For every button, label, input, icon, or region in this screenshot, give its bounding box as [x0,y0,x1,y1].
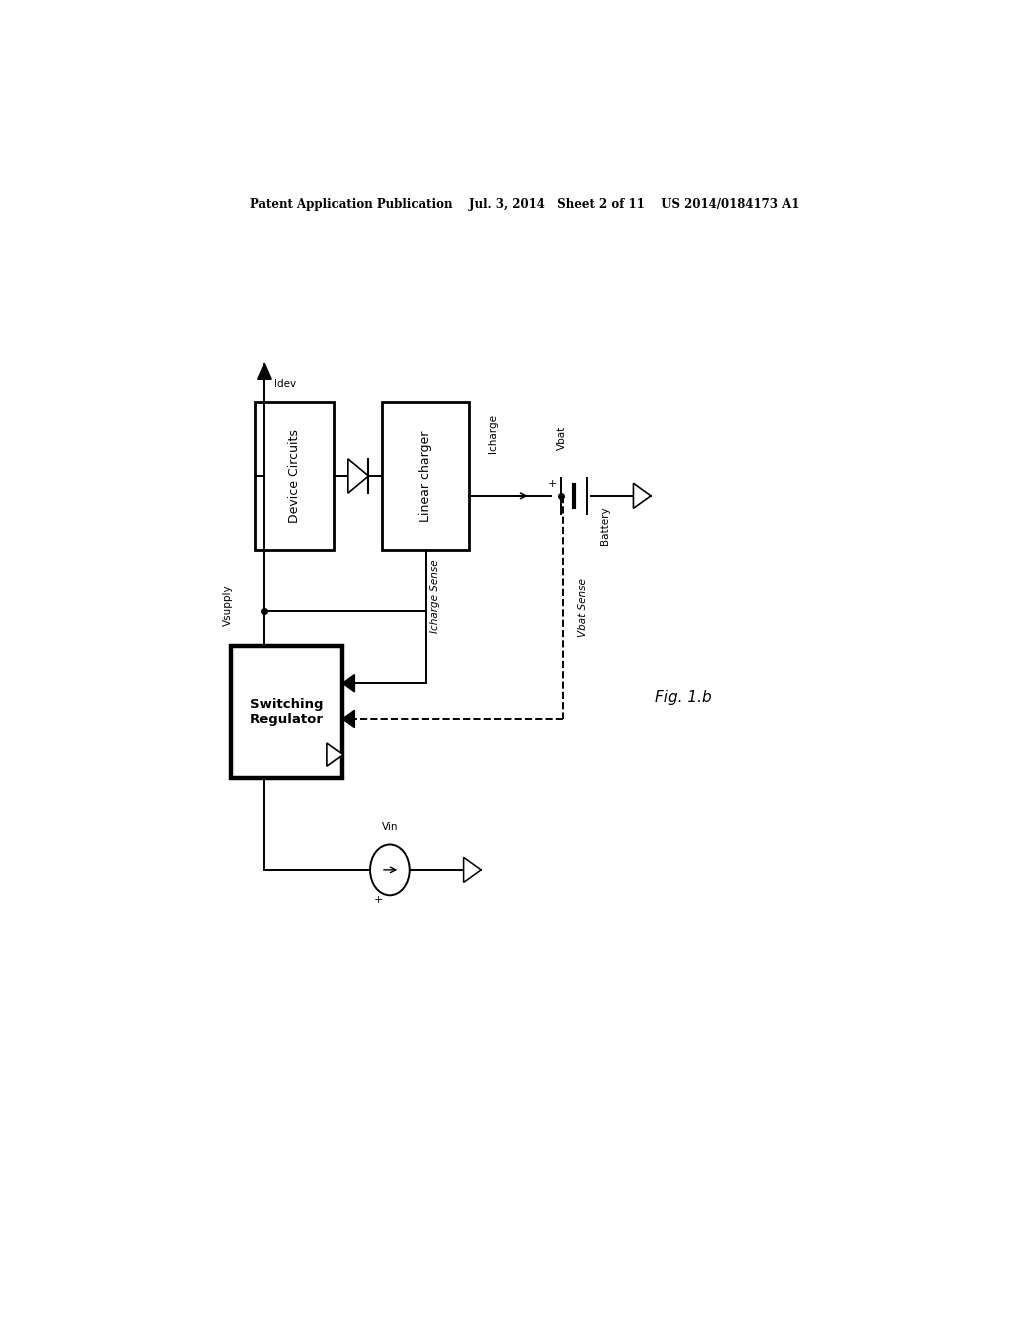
Polygon shape [634,483,651,508]
Polygon shape [342,710,354,727]
Text: Linear charger: Linear charger [419,430,432,521]
Polygon shape [342,675,354,692]
Text: Icharge Sense: Icharge Sense [430,560,440,634]
Text: Idev: Idev [274,379,296,389]
Text: Battery: Battery [600,506,610,545]
Text: Fig. 1.b: Fig. 1.b [655,689,712,705]
Polygon shape [327,743,343,766]
Polygon shape [258,364,271,379]
Bar [231,647,342,779]
Text: Icharge: Icharge [488,414,498,453]
Polygon shape [348,459,369,494]
Text: Device Circuits: Device Circuits [288,429,301,523]
Bar [255,403,334,549]
Text: Vin: Vin [382,822,398,833]
Text: Vsupply: Vsupply [223,585,232,627]
Polygon shape [464,857,481,883]
Text: Vbat Sense: Vbat Sense [578,578,588,636]
Text: Switching
Regulator: Switching Regulator [250,698,324,726]
Text: Patent Application Publication    Jul. 3, 2014   Sheet 2 of 11    US 2014/018417: Patent Application Publication Jul. 3, 2… [250,198,800,211]
Text: +: + [548,479,557,488]
Text: Vbat: Vbat [557,426,567,450]
Circle shape [370,845,410,895]
Text: +: + [374,895,383,906]
Bar [382,403,469,549]
